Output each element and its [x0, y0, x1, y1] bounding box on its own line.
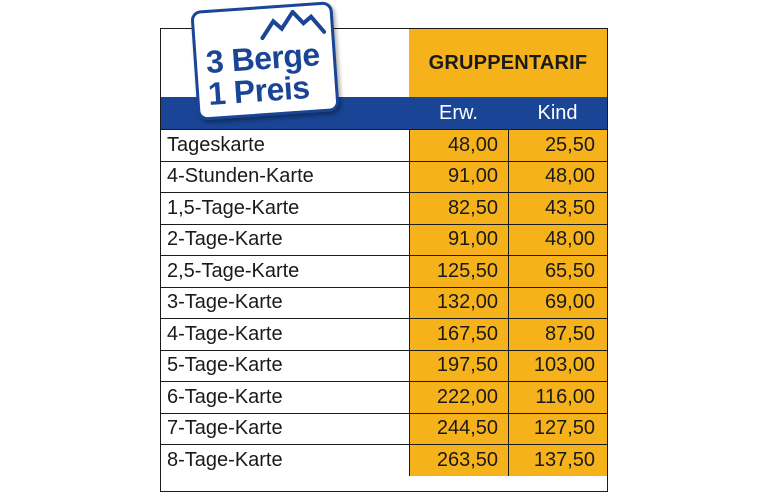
row-label: Tageskarte	[167, 133, 265, 156]
gold-header-block	[409, 29, 607, 97]
table-row: 4-Tage-Karte 167,50 87,50	[161, 318, 607, 350]
price-erw: 125,50	[409, 256, 508, 287]
table-row: 1,5-Tage-Karte 82,50 43,50	[161, 192, 607, 224]
price-kind: 69,00	[508, 287, 607, 318]
table-row: 6-Tage-Karte 222,00 116,00	[161, 381, 607, 413]
table-row: 4-Stunden-Karte 91,00 48,00	[161, 160, 607, 192]
row-label: 2,5-Tage-Karte	[167, 259, 300, 282]
price-erw: 132,00	[409, 287, 508, 318]
price-kind: 65,50	[508, 256, 607, 287]
row-label: 7-Tage-Karte	[167, 417, 283, 440]
table-row: 3-Tage-Karte 132,00 69,00	[161, 286, 607, 318]
price-erw: 48,00	[409, 130, 508, 161]
price-erw: 244,50	[409, 413, 508, 444]
table-row: Tageskarte 48,00 25,50	[161, 129, 607, 161]
table-row: 5-Tage-Karte 197,50 103,00	[161, 349, 607, 381]
price-kind: 137,50	[508, 445, 607, 476]
row-label: 1,5-Tage-Karte	[167, 196, 300, 219]
table-row: 2-Tage-Karte 91,00 48,00	[161, 223, 607, 255]
price-table: GRUPPENTARIF Erw. Kind Tageskarte 48,00 25…	[160, 28, 608, 492]
price-kind: 25,50	[508, 130, 607, 161]
table-row: 2,5-Tage-Karte 125,50 65,50	[161, 255, 607, 287]
price-erw: 222,00	[409, 382, 508, 413]
row-label: 3-Tage-Karte	[167, 291, 283, 314]
row-label: 8-Tage-Karte	[167, 448, 283, 471]
column-header-kind: Kind	[537, 101, 578, 124]
price-erw: 167,50	[409, 319, 508, 350]
price-erw: 263,50	[409, 445, 508, 476]
brand-logo: 3 Berge 1 Preis	[190, 1, 340, 121]
price-kind: 116,00	[508, 382, 607, 413]
price-erw: 91,00	[409, 161, 508, 192]
price-kind: 127,50	[508, 413, 607, 444]
row-label: 4-Tage-Karte	[167, 322, 283, 345]
column-header-erw: Erw.	[439, 101, 478, 124]
table-row: 8-Tage-Karte 263,50 137,50	[161, 444, 607, 476]
table-title: GRUPPENTARIF	[428, 51, 588, 74]
table-body: Tageskarte 48,00 25,50 4-Stunden-Karte 91,00…	[161, 129, 607, 476]
logo-text-line2: 1 Preis	[206, 69, 311, 113]
price-kind: 103,00	[508, 350, 607, 381]
row-label: 5-Tage-Karte	[167, 354, 283, 377]
row-label: 2-Tage-Karte	[167, 228, 283, 251]
price-erw: 197,50	[409, 350, 508, 381]
price-erw: 91,00	[409, 224, 508, 255]
price-kind: 48,00	[508, 161, 607, 192]
price-kind: 48,00	[508, 224, 607, 255]
row-label: 6-Tage-Karte	[167, 385, 283, 408]
table-frame: GRUPPENTARIF Erw. Kind Tageskarte 48,00 25…	[160, 28, 608, 492]
price-erw: 82,50	[409, 193, 508, 224]
row-label: 4-Stunden-Karte	[167, 165, 314, 188]
mountains-icon	[260, 8, 327, 41]
table-row: 7-Tage-Karte 244,50 127,50	[161, 412, 607, 444]
price-kind: 43,50	[508, 193, 607, 224]
price-kind: 87,50	[508, 319, 607, 350]
